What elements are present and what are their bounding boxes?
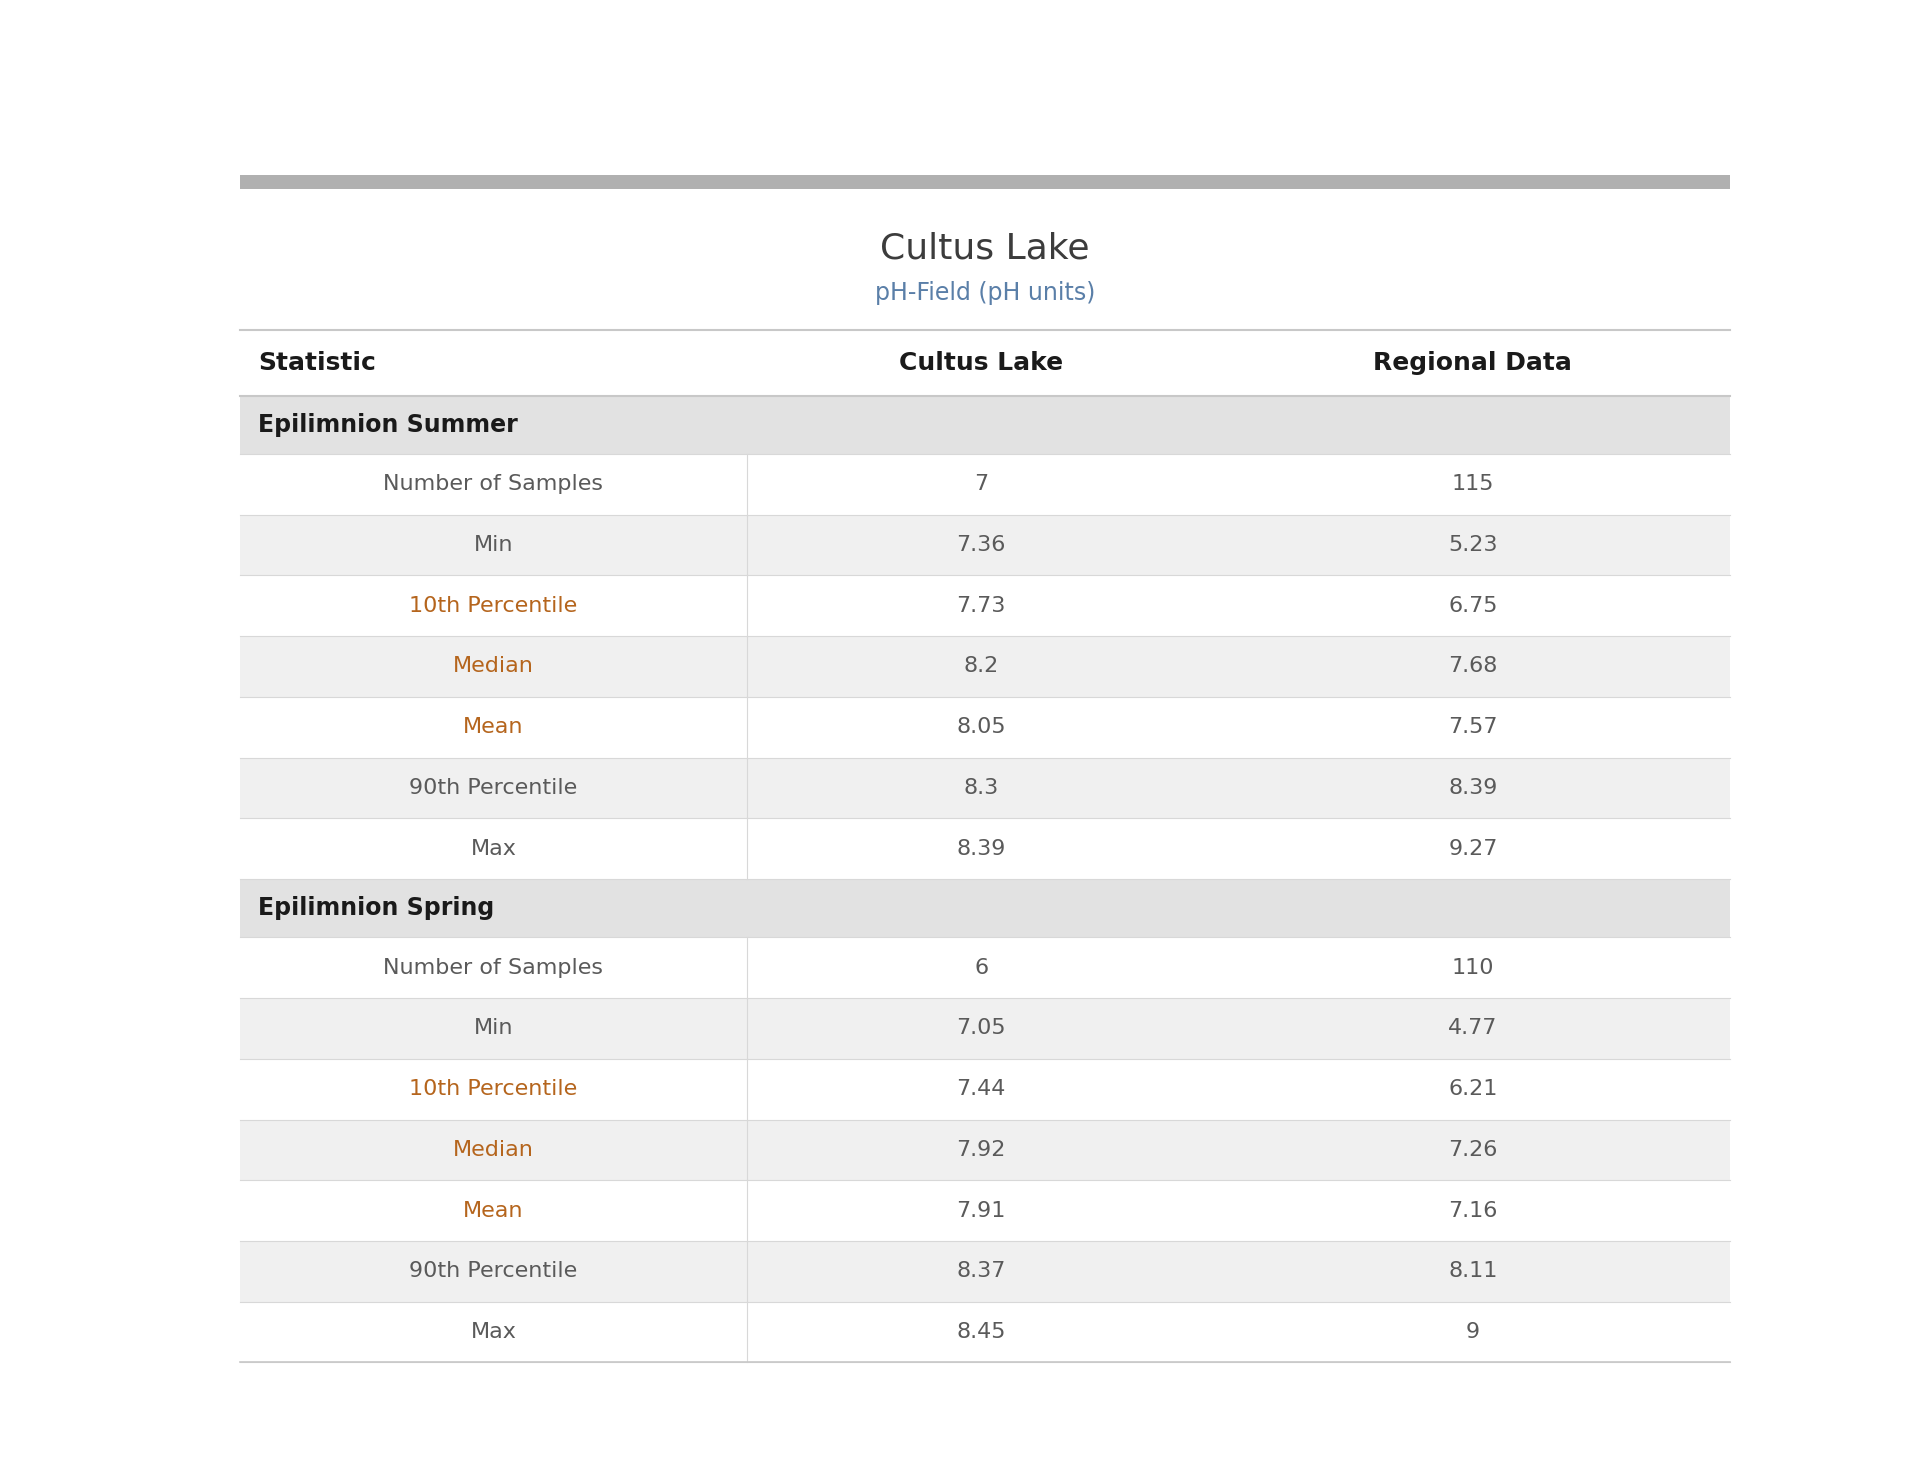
Bar [240, 175, 1730, 188]
Text: Max: Max [471, 1321, 517, 1342]
Text: Epilimnion Spring: Epilimnion Spring [258, 896, 494, 920]
Text: 8.2: 8.2 [963, 657, 999, 676]
Text: 6: 6 [974, 958, 988, 978]
Text: 5.23: 5.23 [1447, 534, 1497, 555]
Text: 7.68: 7.68 [1447, 657, 1497, 676]
Text: Median: Median [454, 657, 534, 676]
Text: 7.36: 7.36 [957, 534, 1005, 555]
Bar [240, 758, 1730, 818]
Text: Cultus Lake: Cultus Lake [880, 231, 1090, 266]
Text: 7.16: 7.16 [1447, 1200, 1497, 1221]
Text: 7.05: 7.05 [957, 1019, 1005, 1038]
Bar [240, 879, 1730, 937]
Text: 4.77: 4.77 [1447, 1019, 1497, 1038]
Text: 6.21: 6.21 [1447, 1079, 1497, 1099]
Text: 7.26: 7.26 [1447, 1140, 1497, 1159]
Text: Median: Median [454, 1140, 534, 1159]
Text: Epilimnion Summer: Epilimnion Summer [258, 413, 517, 437]
Text: 7.44: 7.44 [957, 1079, 1005, 1099]
Text: 8.3: 8.3 [963, 778, 999, 797]
Text: 9: 9 [1466, 1321, 1480, 1342]
Text: 115: 115 [1451, 474, 1493, 495]
Bar [240, 1120, 1730, 1180]
Text: Number of Samples: Number of Samples [384, 474, 604, 495]
Text: Min: Min [473, 1019, 513, 1038]
Bar [240, 515, 1730, 575]
Text: Number of Samples: Number of Samples [384, 958, 604, 978]
Bar [240, 637, 1730, 696]
Text: 6.75: 6.75 [1447, 596, 1497, 616]
Text: 8.37: 8.37 [957, 1261, 1005, 1282]
Bar [240, 1058, 1730, 1120]
Text: 90th Percentile: 90th Percentile [409, 778, 579, 797]
Bar [240, 696, 1730, 758]
Bar [240, 575, 1730, 637]
Bar [240, 999, 1730, 1058]
Bar [240, 396, 1730, 454]
Text: Mean: Mean [463, 1200, 523, 1221]
Bar [240, 818, 1730, 879]
Text: 9.27: 9.27 [1447, 838, 1497, 858]
Text: Cultus Lake: Cultus Lake [899, 350, 1063, 375]
Bar [240, 1180, 1730, 1241]
Text: Regional Data: Regional Data [1374, 350, 1572, 375]
Text: 7.92: 7.92 [957, 1140, 1005, 1159]
Text: Mean: Mean [463, 717, 523, 737]
Text: Max: Max [471, 838, 517, 858]
Text: 7: 7 [974, 474, 988, 495]
Bar [240, 330, 1730, 396]
Text: 90th Percentile: 90th Percentile [409, 1261, 579, 1282]
Text: 7.57: 7.57 [1447, 717, 1497, 737]
Text: 7.91: 7.91 [957, 1200, 1005, 1221]
Bar [240, 1241, 1730, 1302]
Text: 110: 110 [1451, 958, 1493, 978]
Text: 8.05: 8.05 [957, 717, 1005, 737]
Text: Min: Min [473, 534, 513, 555]
Bar [240, 1302, 1730, 1362]
Text: 8.39: 8.39 [957, 838, 1005, 858]
Bar [240, 454, 1730, 515]
Text: 8.45: 8.45 [957, 1321, 1005, 1342]
Text: 10th Percentile: 10th Percentile [409, 596, 579, 616]
Bar [240, 937, 1730, 999]
Text: pH-Field (pH units): pH-Field (pH units) [875, 282, 1096, 305]
Text: 8.39: 8.39 [1447, 778, 1497, 797]
Text: 7.73: 7.73 [957, 596, 1005, 616]
Text: 8.11: 8.11 [1447, 1261, 1497, 1282]
Text: Statistic: Statistic [258, 350, 377, 375]
Text: 10th Percentile: 10th Percentile [409, 1079, 579, 1099]
